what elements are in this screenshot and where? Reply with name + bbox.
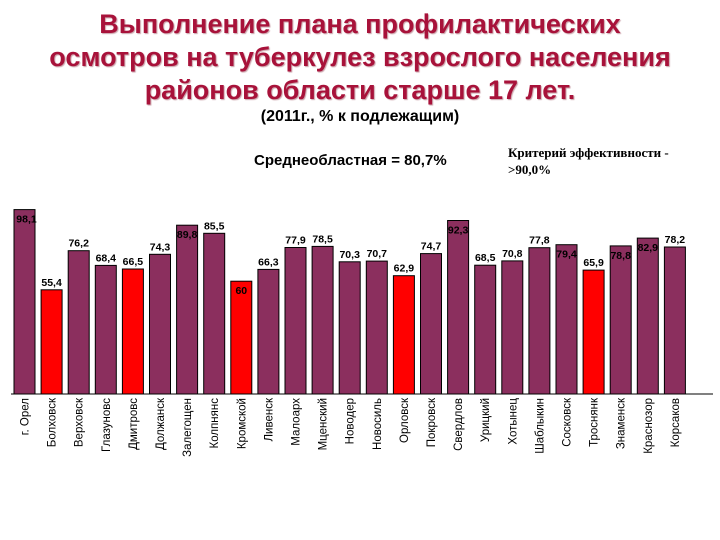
bar-15 <box>392 275 415 395</box>
value-label-2: 55,4 <box>41 277 62 289</box>
category-label-8: Колпнянс <box>209 398 221 449</box>
bar-5 <box>121 268 144 395</box>
bar-4 <box>94 264 117 395</box>
category-label-9: Кромской <box>236 398 248 449</box>
chart-title: Выполнение плана профилактических осмотр… <box>0 8 720 107</box>
category-label-24: Краснозор <box>643 398 655 454</box>
value-label-4: 68,4 <box>96 252 117 264</box>
value-label-12: 78,5 <box>312 233 333 245</box>
bar-7 <box>176 224 199 395</box>
category-label-13: Новодер <box>345 398 357 444</box>
category-label-15: Орловск <box>399 397 411 443</box>
value-label-23: 78,8 <box>610 250 631 262</box>
category-label-21: Сосковск <box>562 397 574 447</box>
value-label-14: 70,7 <box>367 248 388 260</box>
value-label-8: 85,5 <box>204 220 225 232</box>
bar-2 <box>40 289 63 395</box>
category-label-3: Верховск <box>74 397 86 447</box>
value-label-24: 82,9 <box>638 242 659 254</box>
value-label-1: 98,1 <box>16 214 37 226</box>
category-label-19: Хотынец <box>507 398 519 445</box>
value-label-11: 77,9 <box>285 235 306 247</box>
category-label-18: Урицкий <box>480 398 492 442</box>
category-label-20: Шаблыкин <box>534 398 546 454</box>
title-line-3: районов области старше 17 лет. <box>144 75 576 105</box>
category-label-10: Ливенск <box>263 397 275 441</box>
category-label-17: Свердлов <box>453 398 465 451</box>
value-label-3: 76,2 <box>68 238 89 250</box>
bar-23 <box>609 245 632 395</box>
category-label-5: Дмитровс <box>128 398 140 450</box>
category-label-23: Знаменск <box>616 397 628 449</box>
bar-14 <box>365 260 388 395</box>
value-label-21: 79,4 <box>556 249 577 261</box>
value-label-6: 74,3 <box>150 241 171 253</box>
value-label-9: 60 <box>235 285 247 297</box>
value-label-25: 78,2 <box>665 234 686 246</box>
criterion-line-2: >90,0% <box>508 162 552 177</box>
bar-22 <box>582 269 605 395</box>
bar-11 <box>284 247 307 395</box>
title-line-1: Выполнение плана профилактических <box>99 9 621 39</box>
bar-1 <box>13 209 36 395</box>
category-label-12: Мценский <box>318 398 330 450</box>
category-label-6: Должанск <box>155 397 167 450</box>
category-label-22: Троснянк <box>589 397 601 447</box>
value-label-16: 74,7 <box>421 241 442 253</box>
value-label-15: 62,9 <box>394 263 415 275</box>
bar-12 <box>311 245 334 395</box>
category-label-1: г. Орел <box>20 398 32 435</box>
category-label-14: Новосиль <box>372 398 384 450</box>
bar-24 <box>636 237 659 395</box>
value-label-10: 66,3 <box>258 256 279 268</box>
bar-6 <box>149 253 171 395</box>
criterion-line-1: Критерий эффективности - <box>508 145 669 160</box>
bar-19 <box>501 260 524 395</box>
category-label-2: Болховск <box>47 397 59 447</box>
value-label-5: 66,5 <box>123 256 144 268</box>
category-label-25: Корсаков <box>670 398 682 447</box>
bar-17 <box>447 220 470 395</box>
category-label-4: Глазуновс <box>101 398 113 452</box>
average-label: Среднеобластная = 80,7% <box>254 152 447 169</box>
value-label-19: 70,8 <box>502 248 523 260</box>
value-label-17: 92,3 <box>448 225 469 237</box>
value-label-18: 68,5 <box>475 252 496 264</box>
criterion-note: Критерий эффективности - >90,0% <box>508 144 718 178</box>
bar-10 <box>257 268 280 395</box>
bar-8 <box>203 232 226 395</box>
bar-16 <box>420 253 442 395</box>
bar-13 <box>338 261 361 395</box>
category-label-16: Покровск <box>426 397 438 447</box>
title-line-2: осмотров на туберкулез взрослого населен… <box>49 42 671 72</box>
bar-20 <box>528 247 551 395</box>
value-label-7: 89,8 <box>177 229 198 241</box>
bar-3 <box>67 250 90 395</box>
chart-subtitle: (2011г., % к подлежащим) <box>260 108 460 125</box>
value-label-13: 70,3 <box>339 249 360 261</box>
bar-25 <box>663 246 686 395</box>
value-label-22: 65,9 <box>583 257 604 269</box>
value-label-20: 77,8 <box>529 235 550 247</box>
bar-9 <box>230 280 253 395</box>
bar-18 <box>474 264 497 395</box>
category-label-11: Малоарх <box>291 398 303 446</box>
bar-21 <box>555 244 578 395</box>
category-label-7: Залегощен <box>182 398 194 457</box>
